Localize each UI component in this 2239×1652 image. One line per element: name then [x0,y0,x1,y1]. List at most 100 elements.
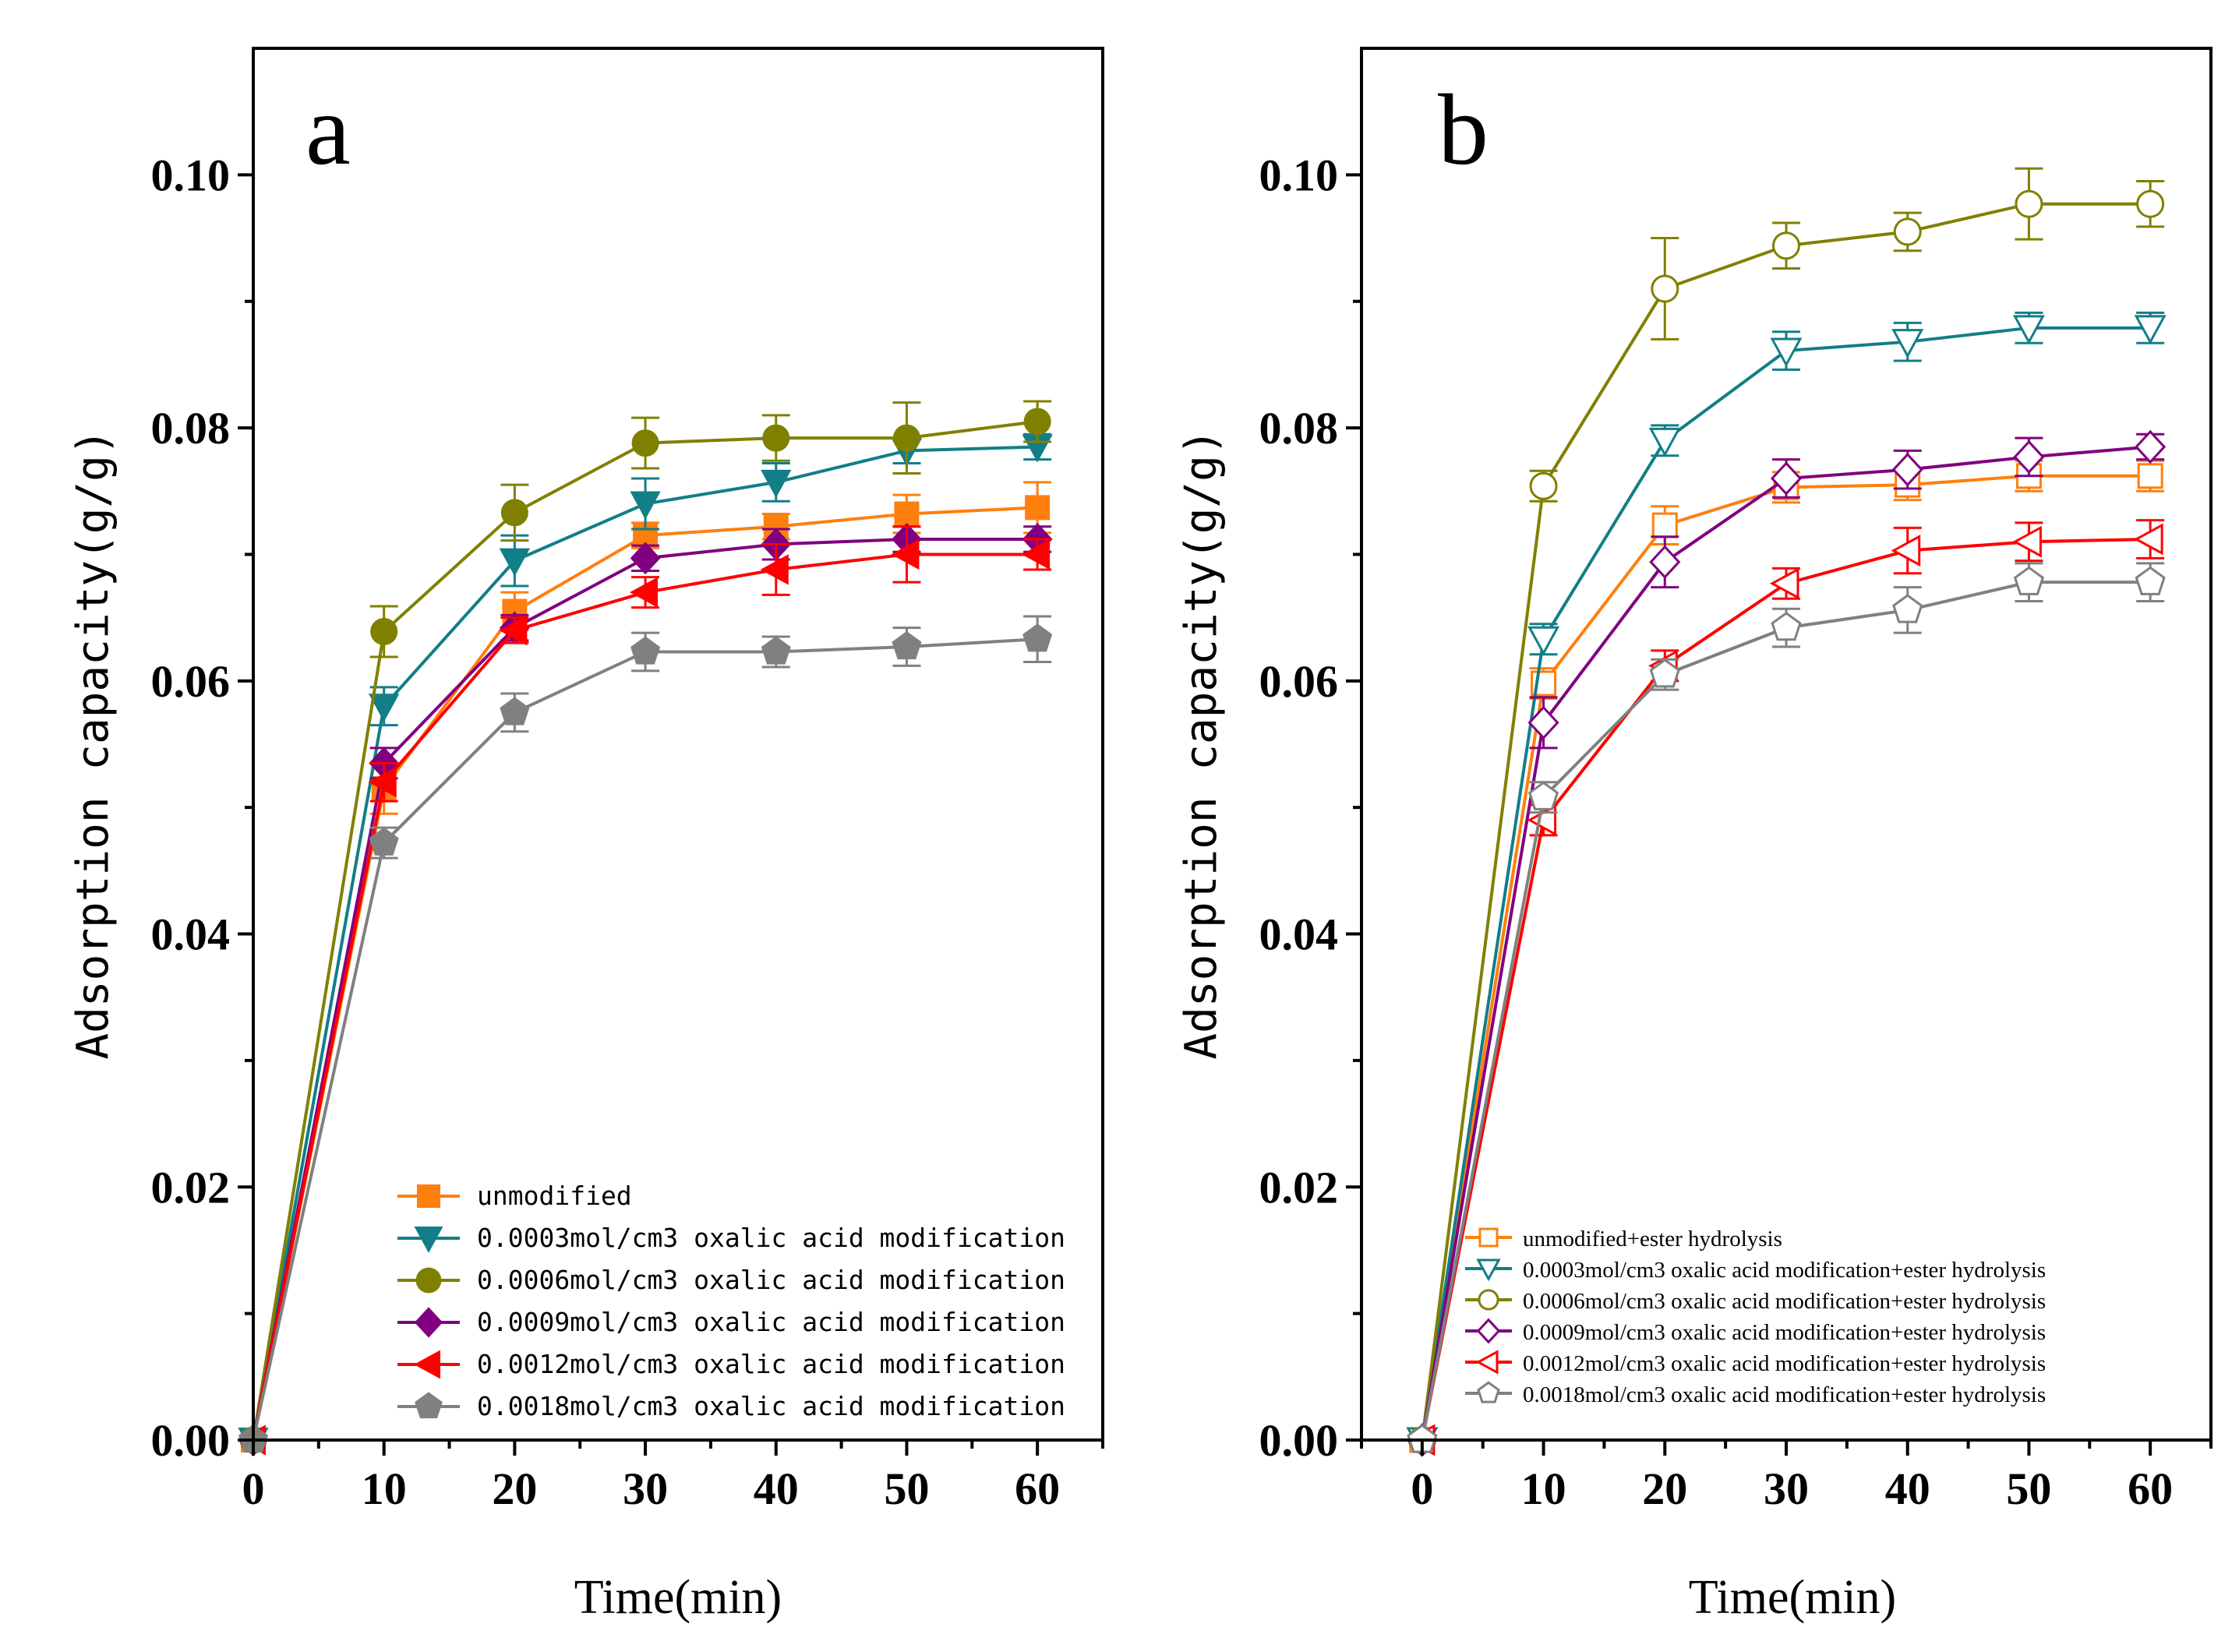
panel-b-data-point [1529,471,1558,500]
panel-b-data-point [2135,566,2166,595]
panel-b-data-point [2012,525,2042,558]
panel-a-x-axis-title: Time(min) [574,1571,782,1624]
panel-a-data-point [630,491,661,520]
panel-a-x-tick-label: 20 [492,1463,537,1514]
panel-b-data-point [1769,567,1799,600]
panel-a-data-point [762,424,790,452]
panel-b-legend-marker [1477,1381,1500,1403]
panel-b-data-point [1651,274,1679,303]
panel-a-legend-marker [417,1184,440,1208]
panel-b-data-point [1891,535,1921,567]
panel-a-data-point [760,554,789,585]
panel-a-data-point [369,827,399,856]
panel-a-y-axis-title: Adsorption capacity(g/g) [68,429,118,1059]
panel-b-legend-item: 0.0012mol/cm3 oxalic acid modification+e… [1465,1350,2046,1376]
panel-a-legend-item: 0.0003mol/cm3 oxalic acid modification [397,1223,1065,1253]
panel-a-y-tick-label: 0.10 [151,150,231,200]
panel-a-x-tick-label: 40 [754,1463,799,1514]
panel-b-y-tick-label: 0.04 [1259,909,1339,960]
panel-b: 0 10 20 30 40 50 600.000.020.040.060.080.10 b … [1176,47,2213,1624]
panel-b-legend-label: 0.0003mol/cm3 oxalic acid modification+e… [1523,1258,2046,1283]
panel-b-y-axis-title: Adsorption capacity(g/g) [1176,429,1227,1059]
panel-b-data-point [1651,512,1678,538]
panel-b-legend-marker [1478,1289,1499,1311]
panel-a-data-point [630,636,661,665]
panel-b-data-point [2136,189,2165,218]
panel-b-x-tick-label: 50 [2006,1463,2051,1514]
panel-b-data-point [1771,612,1802,641]
panel-a-data-point [892,424,920,452]
panel-b-y-tick-label: 0.08 [1259,403,1339,454]
panel-b-legend-label: 0.0018mol/cm3 oxalic acid modification+e… [1523,1382,2046,1407]
panel-a-x-tick-label: 0 [242,1463,265,1514]
panel-a-y-tick-label: 0.04 [151,909,231,960]
panel-b-x-axis-title: Time(min) [1689,1571,1896,1624]
panel-a-data-point [1022,538,1051,570]
panel-a-data-point [892,630,922,660]
panel-b-data-point [1893,217,1922,246]
panel-a: 0 10 20 30 40 50 600.000.020.040.060.080.10 a … [68,47,1104,1624]
panel-b-data-point [2137,463,2163,489]
panel-a-plot-frame [252,47,1104,1442]
panel-a-data-point [499,615,528,646]
panel-a-x-tick-label: 50 [884,1463,929,1514]
panel-a-data-point [631,429,659,457]
panel-a-y-tick-label: 0.08 [151,403,231,454]
panel-a-legend-label: unmodified [477,1181,632,1211]
panel-a-series-line [252,537,1038,1441]
panel-b-legend-marker [1476,1318,1501,1344]
panel-b-data-point [1527,705,1559,740]
panel-b-y-tick-label: 0.10 [1259,150,1339,200]
panel-b-data-point [1770,337,1803,368]
panel-a-data-point [630,542,661,575]
panel-b-data-point [1648,427,1681,457]
panel-a-legend-label: 0.0018mol/cm3 oxalic acid modification [477,1391,1065,1421]
panel-b-letter: b [1438,74,1489,186]
panel-b-data-point [1770,461,1803,496]
panel-b-data-point [2013,566,2045,595]
panel-b-x-tick-label: 10 [1521,1463,1566,1514]
panel-b-y-tick-label: 0.02 [1259,1162,1339,1213]
panel-a-data-point [368,767,397,798]
panel-a-data-point [1022,623,1053,652]
panel-a-legend-marker [415,1267,442,1294]
panel-b-legend-label: 0.0009mol/cm3 oxalic acid modification+e… [1523,1320,2046,1345]
panel-b-legend-marker [1475,1350,1499,1375]
panel-a-legend: unmodified 0.0003mol/cm3 oxalic acid modi… [397,1181,1065,1421]
panel-a-legend-item: 0.0012mol/cm3 oxalic acid modification [397,1349,1065,1379]
panel-b-legend-label: 0.0006mol/cm3 oxalic acid modification+e… [1523,1289,2046,1314]
panel-b-data-point [1649,545,1681,579]
panel-a-data-point [1025,495,1051,521]
panel-a-y-tick-label: 0.00 [151,1415,231,1466]
panel-a-legend-marker [415,1392,443,1419]
panel-a-legend-label: 0.0009mol/cm3 oxalic acid modification [477,1307,1065,1337]
panel-a-legend-label: 0.0012mol/cm3 oxalic acid modification [477,1349,1065,1379]
panel-a-data-point [761,469,792,498]
panel-a-data-point [894,501,920,527]
panel-a-letter: a [305,74,351,186]
panel-b-data-point [1527,781,1559,810]
panel-a-series-6 [238,615,1053,1453]
panel-a-legend-label: 0.0003mol/cm3 oxalic acid modification [477,1223,1065,1253]
panel-b-y-tick-label: 0.06 [1259,656,1339,707]
panel-b-legend-item: 0.0006mol/cm3 oxalic acid modification+e… [1465,1289,2046,1314]
panel-a-legend-marker [414,1350,440,1379]
panel-b-legend-item: 0.0018mol/cm3 oxalic acid modification+e… [1465,1381,2046,1407]
panel-b-x-tick-label: 0 [1411,1463,1433,1514]
panel-a-data-point [500,697,530,725]
panel-b-data-point [2134,523,2163,556]
panel-a-data-point [761,636,791,665]
panel-a-x-tick-label: 10 [362,1463,407,1514]
panel-b-legend: unmodified+ester hydrolysis 0.0003mol/cm3… [1465,1227,2046,1407]
panel-a-data-point [500,499,528,527]
panel-b-legend-label: unmodified+ester hydrolysis [1523,1227,1782,1251]
panel-b-data-point [1891,452,1923,487]
panel-b-x-tick-label: 40 [1885,1463,1930,1514]
panel-b-data-point [2134,315,2167,344]
panel-b-data-point [1649,658,1680,688]
panel-b-data-point [2013,439,2045,475]
panel-a-y-tick-label: 0.02 [151,1162,231,1213]
panel-a-legend-item: 0.0018mol/cm3 oxalic acid modification [397,1391,1065,1421]
panel-a-y-tick-label: 0.06 [151,656,231,707]
